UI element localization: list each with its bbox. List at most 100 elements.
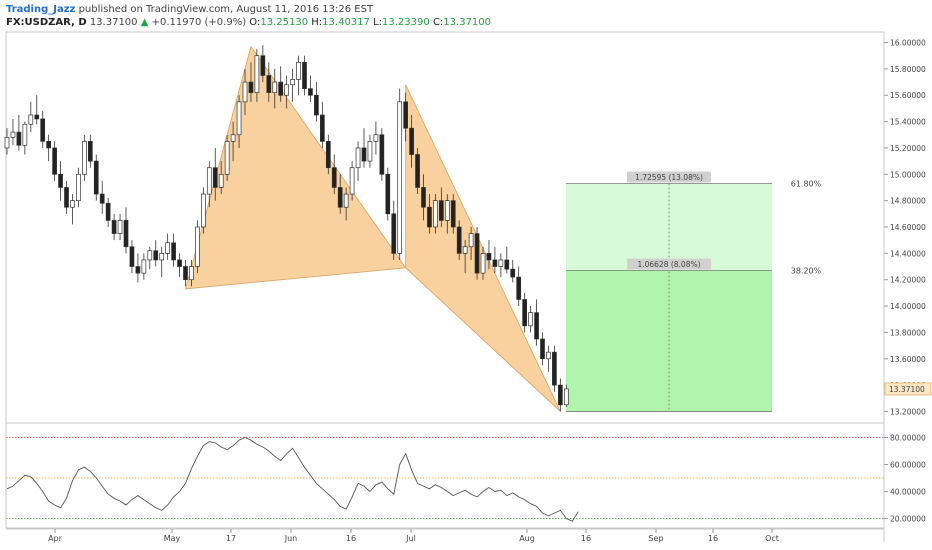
fib-tooltip-text: 1.06628 (8.08%) — [637, 260, 700, 269]
candle-body — [439, 200, 444, 221]
candle-body — [516, 276, 522, 300]
fib-tooltip-text: 1.72595 (13.08%) — [635, 173, 703, 182]
close-value: 13.37100 — [443, 17, 492, 28]
candle-body — [498, 259, 504, 267]
rsi-tick-label: 40.00000 — [890, 488, 926, 497]
candle-body — [444, 200, 450, 221]
candle-body — [290, 79, 295, 86]
candle-body — [450, 200, 456, 228]
candle-body — [492, 259, 498, 267]
time-tick-label: Oct — [765, 534, 779, 543]
time-tick-label: Apr — [48, 534, 63, 543]
candle-body — [278, 81, 284, 96]
candle-body — [189, 266, 194, 281]
price-tick-label: 14.00000 — [890, 302, 926, 311]
candle-body — [153, 250, 159, 261]
candle-body — [462, 246, 468, 254]
published-text: published on TradingView.com, August 11,… — [78, 4, 374, 15]
candle-body — [379, 134, 385, 175]
price-tick-label: 15.40000 — [890, 118, 926, 127]
candle-body — [397, 101, 403, 254]
candle-body — [46, 141, 52, 149]
price-tick-label: 15.60000 — [890, 91, 926, 100]
time-tick-label: Aug — [519, 534, 535, 543]
time-tick-label: Sep — [648, 534, 663, 543]
candle-body — [403, 101, 408, 129]
candle-body — [557, 384, 563, 406]
candle-body — [427, 206, 432, 228]
rsi-tick-label: 20.00000 — [890, 515, 926, 524]
candle-body — [248, 81, 254, 93]
time-axis[interactable]: Apr May 17 Jun 16 Jul Aug 16 Sep 16 Oct — [6, 528, 884, 543]
candle-body — [105, 202, 111, 221]
price-tick-label: 14.80000 — [890, 197, 926, 206]
price-axis[interactable]: 16.00000 15.80000 15.60000 15.40000 15.20000… — [884, 39, 932, 417]
candle-body — [260, 55, 266, 76]
change-value: +0.11970 (+0.9%) — [151, 17, 247, 28]
fib-level-label: 61.80% — [791, 180, 822, 189]
candle-body — [534, 312, 539, 340]
candle-body — [409, 127, 414, 155]
last-price-badge — [884, 382, 932, 396]
rsi-tick-label: 80.00000 — [890, 434, 926, 443]
fib-tooltip-bg — [627, 171, 711, 183]
candle-body — [296, 61, 301, 80]
high-value: 13.40317 — [322, 17, 370, 28]
candle-body — [242, 81, 248, 103]
fib-level-label: 38.20% — [791, 266, 822, 275]
candle-body — [135, 266, 141, 274]
fib-tooltip-bg — [627, 258, 711, 270]
candle-body — [230, 134, 236, 142]
close-label: C: — [432, 17, 444, 28]
price-tick-label: 13.20000 — [890, 407, 926, 416]
candle-body — [540, 338, 545, 360]
candle-body — [504, 259, 510, 270]
candle-body — [302, 61, 307, 90]
candle-body — [337, 187, 343, 208]
time-tick-label: Jun — [284, 534, 298, 543]
price-tick-label: 14.60000 — [890, 223, 926, 232]
time-tick-label: Jul — [405, 534, 416, 543]
candle-body — [81, 141, 87, 175]
candle-body — [195, 226, 200, 267]
time-tick-label: 17 — [226, 534, 236, 543]
candle-body — [320, 114, 325, 142]
candle-body — [22, 123, 28, 146]
candle-body — [58, 173, 63, 188]
candle-body — [224, 141, 230, 175]
candle-body — [254, 55, 260, 93]
candle-body — [183, 266, 188, 281]
low-label: L: — [373, 17, 383, 28]
candle-body — [528, 312, 533, 327]
change-arrow-icon: ▲ — [140, 17, 149, 28]
candle-body — [201, 193, 206, 228]
price-tick-label: 15.80000 — [890, 65, 926, 74]
author-link[interactable]: Trading_Jazz — [6, 4, 76, 15]
candle-body — [349, 167, 355, 195]
price-tick-label: 13.80000 — [890, 328, 926, 337]
candle-body — [76, 173, 81, 201]
candle-body — [206, 167, 212, 195]
fib-measure-box[interactable]: 1.72595 (13.08%) 1.06628 (8.08%) 61.80% 38.… — [566, 171, 822, 412]
candle-body — [331, 167, 337, 188]
price-tick-label: 16.00000 — [890, 39, 926, 48]
candle-body — [421, 187, 426, 208]
candle-body — [552, 351, 557, 386]
candle-body — [159, 253, 165, 261]
symbol-label: FX:USDZAR, D — [6, 17, 87, 28]
rsi-pane: 80.00000 60.00000 40.00000 20.00000 — [6, 434, 926, 524]
candle-body — [361, 147, 367, 162]
candle-body — [99, 193, 105, 204]
candle-body — [284, 84, 289, 96]
candle-body — [456, 226, 462, 254]
candle-body — [70, 200, 75, 208]
candle-body — [266, 75, 272, 93]
candle-body — [510, 268, 516, 278]
candle-body — [373, 134, 379, 142]
candle-body — [177, 259, 182, 267]
candle-body — [474, 233, 480, 274]
candle-body — [236, 101, 242, 136]
candle-body — [415, 154, 420, 188]
candle-body — [325, 141, 331, 169]
